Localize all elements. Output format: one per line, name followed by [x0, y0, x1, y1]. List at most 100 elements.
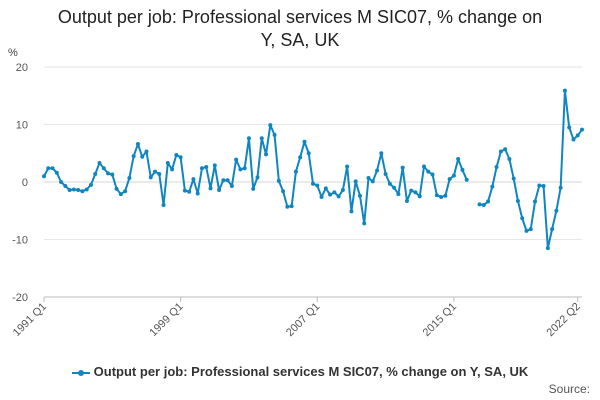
data-point [140, 154, 145, 159]
y-tick-label: -20 [12, 292, 28, 304]
data-point [537, 183, 542, 188]
data-point [387, 181, 392, 186]
chart-title: Output per job: Professional services M … [0, 6, 600, 52]
data-point [511, 176, 516, 181]
data-point [422, 164, 427, 169]
data-point [336, 194, 341, 199]
data-point [515, 198, 520, 203]
data-point [246, 136, 251, 141]
data-point [319, 194, 324, 199]
data-point [225, 178, 230, 183]
source-label: Source: [548, 382, 590, 396]
data-point [165, 161, 170, 166]
data-point [383, 171, 388, 176]
data-point [533, 199, 538, 204]
data-point [460, 167, 465, 172]
data-point [127, 175, 132, 180]
legend[interactable]: Output per job: Professional services M … [0, 364, 600, 379]
data-point [328, 192, 333, 197]
data-point [349, 209, 354, 214]
data-point [477, 202, 482, 207]
data-point [259, 136, 264, 141]
series-layer [42, 88, 584, 251]
data-point [67, 188, 72, 193]
data-point [528, 227, 533, 232]
data-point [293, 169, 298, 174]
data-point [562, 88, 567, 93]
data-point [481, 203, 486, 207]
data-point [97, 161, 102, 166]
data-point [439, 194, 444, 199]
data-point [357, 193, 362, 198]
data-point [362, 221, 367, 226]
data-point [50, 166, 55, 171]
legend-label: Output per job: Professional services M … [93, 364, 529, 379]
data-point [157, 171, 162, 176]
data-point [46, 166, 51, 171]
data-point [400, 165, 405, 170]
data-point [558, 185, 563, 190]
data-point [238, 167, 243, 172]
data-point [71, 187, 76, 192]
data-point [182, 188, 187, 193]
data-point [353, 179, 358, 184]
data-point [195, 191, 200, 196]
data-point [494, 165, 499, 170]
data-point [212, 163, 217, 168]
data-point [144, 149, 149, 154]
data-point [110, 172, 115, 177]
data-point [264, 152, 269, 157]
data-point [302, 139, 307, 144]
data-point [451, 173, 456, 178]
data-point [217, 188, 222, 193]
series-line [43, 124, 468, 225]
y-tick-label: -10 [12, 235, 28, 247]
data-point [63, 184, 68, 189]
data-point [161, 203, 166, 207]
data-point [118, 192, 123, 197]
data-point [379, 151, 384, 156]
data-point [375, 168, 380, 173]
data-point [323, 186, 328, 191]
data-point [298, 155, 303, 160]
data-point [464, 177, 469, 182]
chart-title-line-2: Y, SA, UK [260, 30, 340, 50]
data-point [242, 166, 247, 171]
data-point [332, 190, 337, 195]
data-point [80, 189, 85, 194]
data-point [178, 155, 183, 160]
y-tick-label: 20 [16, 62, 28, 74]
data-point [285, 204, 290, 209]
data-point [54, 170, 59, 175]
data-point [503, 147, 508, 152]
x-tick-label: 2007 Q1 [284, 301, 322, 339]
x-tick-label: 2022 Q2 [545, 301, 583, 339]
data-point [174, 152, 179, 157]
data-point [370, 179, 375, 184]
data-point [76, 188, 81, 193]
data-point [315, 183, 320, 188]
data-point [131, 154, 136, 159]
data-point [255, 175, 260, 180]
data-point [199, 166, 204, 171]
data-point [170, 167, 175, 172]
data-point [191, 177, 196, 182]
data-point [417, 194, 422, 199]
data-point [208, 186, 213, 191]
data-point [114, 186, 119, 191]
data-point [456, 157, 461, 161]
data-point [447, 177, 452, 182]
data-point [229, 184, 234, 189]
data-point [251, 186, 256, 191]
data-point [541, 184, 546, 189]
data-point [486, 199, 491, 204]
data-point [276, 178, 281, 183]
data-point [396, 192, 401, 197]
data-point [59, 180, 64, 184]
data-point [575, 133, 580, 138]
data-point [153, 169, 158, 174]
data-point [272, 132, 277, 137]
data-point [281, 189, 286, 194]
